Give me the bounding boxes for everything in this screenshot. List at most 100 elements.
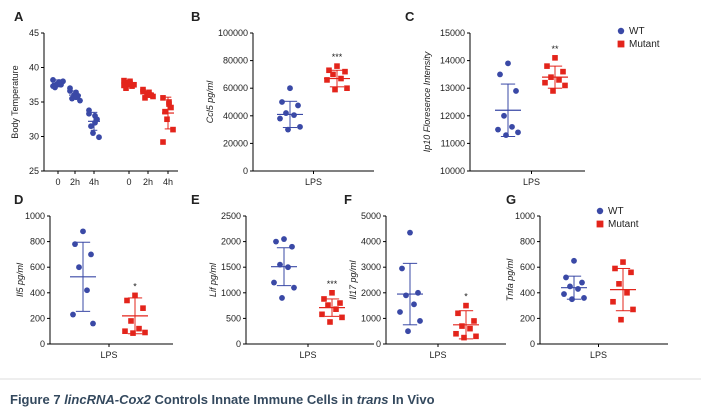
point-a-mutant bbox=[166, 99, 172, 105]
point-a-wt bbox=[86, 110, 92, 117]
point-g-wt bbox=[571, 257, 577, 264]
point-d-wt bbox=[76, 264, 82, 271]
point-a-mutant bbox=[121, 77, 127, 84]
y-tick-label-e: 500 bbox=[226, 313, 241, 323]
legend-g-wt-label: WT bbox=[608, 206, 624, 217]
point-c-wt bbox=[505, 60, 511, 67]
point-d-wt bbox=[84, 287, 90, 294]
panel-e: E 0 500 1000 1500 2000 2500 Lif pg/ml LPS *** bbox=[191, 192, 374, 360]
panel-f: F 0 1000 2000 3000 4000 5000 Il17 pg/ml LPS * bbox=[344, 192, 506, 360]
point-a-mutant bbox=[162, 108, 168, 115]
point-e-mutant bbox=[319, 311, 325, 318]
point-d-mutant bbox=[142, 329, 148, 336]
point-a-wt bbox=[96, 134, 102, 141]
x-tick-label-a: 2h bbox=[143, 177, 153, 187]
point-f-mutant bbox=[453, 330, 459, 337]
point-a-mutant bbox=[150, 93, 156, 100]
point-c-wt bbox=[501, 112, 507, 119]
point-c-mutant bbox=[544, 63, 550, 69]
point-a-wt bbox=[73, 94, 79, 101]
point-g-wt bbox=[575, 286, 581, 292]
point-c-wt bbox=[515, 129, 521, 136]
point-a-mutant bbox=[160, 139, 166, 145]
point-g-mutant bbox=[616, 281, 622, 287]
point-c-mutant bbox=[542, 79, 548, 86]
point-a-mutant bbox=[121, 82, 127, 89]
point-e-wt bbox=[289, 243, 295, 250]
y-tick-label-e: 0 bbox=[236, 339, 241, 349]
point-c-wt bbox=[495, 126, 501, 133]
point-f-wt bbox=[403, 292, 409, 299]
x-tick-label-c: LPS bbox=[523, 177, 540, 187]
y-tick-label-e: 1500 bbox=[221, 262, 241, 272]
panel-label-e: E bbox=[191, 192, 200, 207]
point-g-wt bbox=[581, 295, 587, 301]
caption-prefix: Figure 7 bbox=[10, 392, 65, 407]
y-axis-label-a: Body Temperature bbox=[10, 65, 20, 138]
point-f-mutant bbox=[455, 310, 461, 317]
y-tick-label-a: 25 bbox=[29, 166, 39, 176]
y-tick-label-c: 12000 bbox=[440, 111, 465, 121]
caption-suffix: In Vivo bbox=[388, 392, 435, 407]
legend-top-mutant-marker bbox=[617, 40, 625, 48]
point-e-mutant bbox=[321, 296, 327, 302]
point-c-wt bbox=[509, 123, 515, 130]
y-tick-label-b: 0 bbox=[243, 166, 248, 176]
point-b-wt bbox=[297, 123, 303, 130]
point-c-mutant bbox=[548, 74, 554, 80]
point-a-mutant bbox=[127, 78, 133, 85]
point-f-wt bbox=[405, 328, 411, 335]
point-b-wt bbox=[287, 85, 293, 92]
point-c-mutant bbox=[562, 82, 568, 89]
y-tick-label-a: 40 bbox=[29, 63, 39, 73]
y-tick-label-d: 800 bbox=[30, 237, 45, 247]
point-f-mutant bbox=[461, 334, 467, 341]
point-a-mutant bbox=[168, 104, 174, 111]
panel-label-c: C bbox=[405, 9, 415, 24]
point-b-wt bbox=[277, 115, 283, 122]
y-tick-label-c: 10000 bbox=[440, 166, 465, 176]
point-c-mutant bbox=[550, 88, 556, 94]
panel-label-f: F bbox=[344, 192, 352, 207]
point-e-wt bbox=[279, 295, 285, 301]
point-d-mutant bbox=[140, 305, 146, 311]
point-d-mutant bbox=[124, 297, 130, 304]
point-f-mutant bbox=[459, 323, 465, 329]
point-b-wt bbox=[279, 99, 285, 105]
y-tick-label-c: 11000 bbox=[441, 138, 465, 148]
x-tick-label-d: LPS bbox=[100, 350, 117, 360]
y-tick-label-f: 0 bbox=[376, 339, 381, 349]
point-c-mutant bbox=[556, 77, 562, 83]
panel-label-g: G bbox=[506, 192, 516, 207]
point-a-mutant bbox=[140, 88, 146, 95]
point-b-mutant bbox=[326, 67, 332, 74]
point-a-mutant bbox=[146, 92, 152, 98]
point-f-wt bbox=[417, 318, 423, 324]
x-tick-label-a: 0 bbox=[126, 177, 131, 187]
caption-middle: Controls Innate Immune Cells in bbox=[150, 392, 357, 407]
point-e-mutant bbox=[327, 319, 333, 325]
point-b-wt bbox=[291, 112, 297, 119]
x-tick-label-a: 2h bbox=[70, 177, 80, 187]
point-a-mutant bbox=[142, 95, 148, 101]
point-a-wt bbox=[50, 77, 56, 83]
point-a-mutant bbox=[164, 116, 170, 123]
y-tick-label-c: 13000 bbox=[440, 83, 465, 93]
point-g-mutant bbox=[610, 298, 616, 305]
y-tick-label-f: 2000 bbox=[361, 288, 381, 298]
y-tick-label-d: 0 bbox=[40, 339, 45, 349]
point-e-mutant bbox=[325, 302, 331, 308]
point-a-wt bbox=[67, 88, 73, 94]
panel-c: C 10000 11000 12000 13000 14000 15000 Ip10 Flor… bbox=[405, 9, 585, 187]
panel-label-a: A bbox=[14, 9, 24, 24]
point-e-wt bbox=[291, 284, 297, 291]
point-e-mutant bbox=[339, 314, 345, 321]
point-b-wt bbox=[295, 102, 301, 109]
y-tick-label-g: 1000 bbox=[515, 211, 535, 221]
point-a-mutant bbox=[160, 95, 166, 101]
x-tick-label-g: LPS bbox=[590, 350, 607, 360]
x-tick-label-b: LPS bbox=[305, 177, 322, 187]
point-g-wt bbox=[569, 296, 575, 303]
y-tick-label-b: 80000 bbox=[223, 56, 248, 66]
